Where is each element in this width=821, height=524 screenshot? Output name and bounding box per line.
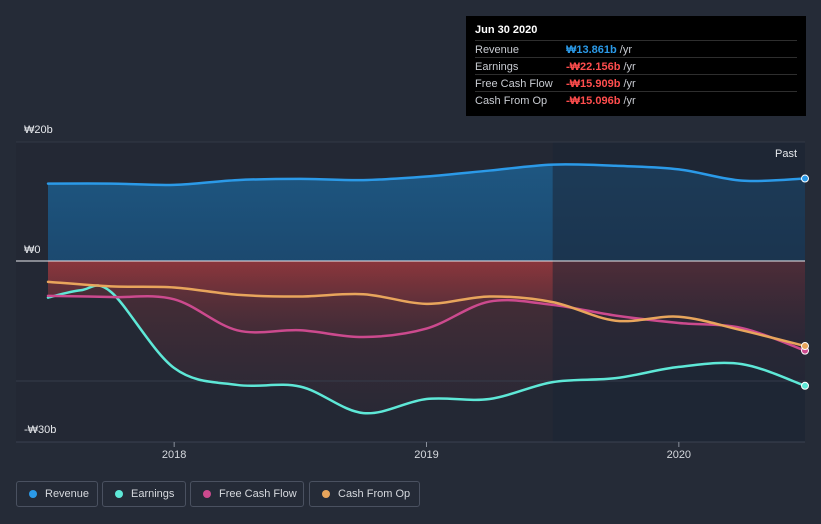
tooltip-label: Earnings [475, 61, 519, 73]
line-cash-from-op [46, 280, 805, 348]
tooltip-date: Jun 30 2020 [475, 24, 538, 36]
legend-item-revenue[interactable]: Revenue [16, 481, 98, 507]
tooltip-unit: /yr [620, 95, 636, 107]
y-tick-label: -₩30b [24, 424, 56, 436]
y-tick-label: ₩20b [24, 124, 53, 136]
x-tick-label: 2020 [667, 449, 691, 461]
legend-label: Cash From Op [338, 488, 411, 500]
tooltip-value: -₩15.909b /yr [566, 78, 636, 90]
tooltip-value-number: ₩13.861b [566, 44, 617, 56]
tooltip-value-number: -₩22.156b [566, 61, 621, 73]
line-revenue [46, 163, 805, 187]
tooltip-row-earnings: Earnings -₩22.156b /yr [475, 57, 797, 75]
legend-label: Revenue [45, 488, 90, 500]
tooltip-value-number: -₩15.909b [566, 78, 621, 90]
legend-dot-icon [203, 490, 211, 498]
past-region [552, 142, 805, 442]
tooltip-label: Cash From Op [475, 95, 548, 107]
tooltip-label: Revenue [475, 44, 520, 56]
legend-label: Earnings [131, 488, 175, 500]
x-tick-label: 2019 [414, 449, 438, 461]
tooltip-label: Free Cash Flow [475, 78, 553, 90]
endpoint-revenue [801, 174, 809, 183]
endpoint-earnings [801, 381, 809, 390]
tooltip-value-number: -₩15.096b [566, 95, 621, 107]
legend-dot-icon [29, 490, 37, 498]
x-tick-label: 2018 [162, 449, 186, 461]
legend-dot-icon [322, 490, 330, 498]
legend-label: Free Cash Flow [219, 488, 297, 500]
line-earnings [46, 284, 805, 415]
line-free-cash-flow [46, 294, 805, 352]
legend-dot-icon [115, 490, 123, 498]
tooltip-unit: /yr [620, 61, 636, 73]
y-tick-label: ₩0 [24, 244, 41, 256]
legend-item-free-cash-flow[interactable]: Free Cash Flow [190, 481, 304, 507]
legend-item-cash-from-op[interactable]: Cash From Op [309, 481, 420, 507]
endpoint-cash-from-op [801, 342, 809, 351]
tooltip-value: ₩13.861b /yr [566, 44, 632, 56]
tooltip-row-free-cash-flow: Free Cash Flow -₩15.909b /yr [475, 74, 797, 92]
tooltip-row-cash-from-op: Cash From Op -₩15.096b /yr [475, 91, 797, 109]
tooltip-value: -₩15.096b /yr [566, 95, 636, 107]
past-label: Past [775, 148, 797, 160]
tooltip-row-revenue: Revenue ₩13.861b /yr [475, 40, 797, 58]
tooltip: Jun 30 2020 Revenue ₩13.861b /yr Earning… [466, 16, 806, 116]
tooltip-unit: /yr [616, 44, 633, 56]
legend-item-earnings[interactable]: Earnings [102, 481, 186, 507]
tooltip-value: -₩22.156b /yr [566, 61, 636, 73]
tooltip-unit: /yr [620, 78, 636, 90]
